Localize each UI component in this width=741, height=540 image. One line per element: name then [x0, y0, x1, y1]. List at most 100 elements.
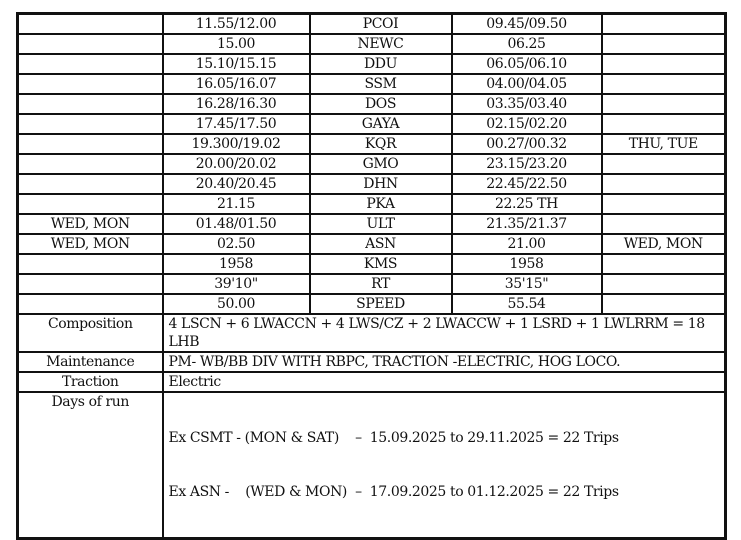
days-right-cell [600, 73, 727, 95]
days-left-cell [16, 113, 164, 135]
time-right-cell: 22.45/22.50 [450, 173, 603, 195]
time-right-cell: 04.00/04.05 [450, 73, 603, 95]
time-right-cell: 02.15/02.20 [450, 113, 603, 135]
station-cell: PKA [308, 193, 453, 215]
days-left-cell [16, 193, 164, 215]
station-cell: RT [308, 273, 453, 295]
days-of-run-line-1: Ex CSMT - (MON & SAT) – 15.09.2025 to 29… [168, 430, 620, 446]
info-body: Composition 4 LSCN + 6 LWACCN + 4 LWS/CZ… [16, 313, 727, 540]
station-cell: KQR [308, 133, 453, 155]
days-left-cell [16, 173, 164, 195]
days-right-cell [600, 12, 727, 35]
time-right-cell: 06.25 [450, 33, 603, 55]
schedule-row: 16.28/16.30 DOS 03.35/03.40 [16, 93, 727, 115]
time-left-cell: 19.300/19.02 [161, 133, 311, 155]
schedule-row: 39'10" RT 35'15" [16, 273, 727, 295]
days-left-cell: WED, MON [16, 213, 164, 235]
station-cell: DDU [308, 53, 453, 75]
time-right-cell: 21.35/21.37 [450, 213, 603, 235]
days-right-cell: THU, TUE [600, 133, 727, 155]
days-right-cell [600, 113, 727, 135]
traction-label: Traction [16, 371, 164, 393]
time-left-cell: 17.45/17.50 [161, 113, 311, 135]
time-right-cell: 03.35/03.40 [450, 93, 603, 115]
schedule-row: 16.05/16.07 SSM 04.00/04.05 [16, 73, 727, 95]
time-right-cell: 21.00 [450, 233, 603, 255]
time-left-cell: 01.48/01.50 [161, 213, 311, 235]
time-right-cell: 06.05/06.10 [450, 53, 603, 75]
time-left-cell: 20.40/20.45 [161, 173, 311, 195]
schedule-row: WED, MON 02.50 ASN 21.00 WED, MON [16, 233, 727, 255]
days-right-cell [600, 293, 727, 315]
station-cell: GMO [308, 153, 453, 175]
maintenance-value: PM- WB/BB DIV WITH RBPC, TRACTION -ELECT… [161, 351, 727, 373]
time-left-cell: 39'10" [161, 273, 311, 295]
time-left-cell: 16.28/16.30 [161, 93, 311, 115]
schedule-row: 50.00 SPEED 55.54 [16, 293, 727, 315]
days-of-run-row: Days of run Ex CSMT - (MON & SAT) – 15.0… [16, 391, 727, 540]
days-left-cell [16, 133, 164, 155]
days-right-cell [600, 53, 727, 75]
days-left-cell [16, 293, 164, 315]
schedule-row: 20.40/20.45 DHN 22.45/22.50 [16, 173, 727, 195]
maintenance-label: Maintenance [16, 351, 164, 373]
time-right-cell: 00.27/00.32 [450, 133, 603, 155]
schedule-row: 19.300/19.02 KQR 00.27/00.32 THU, TUE [16, 133, 727, 155]
time-right-cell: 55.54 [450, 293, 603, 315]
time-left-cell: 16.05/16.07 [161, 73, 311, 95]
days-right-cell [600, 153, 727, 175]
days-right-cell [600, 173, 727, 195]
maintenance-row: Maintenance PM- WB/BB DIV WITH RBPC, TRA… [16, 351, 727, 373]
days-right-cell [600, 33, 727, 55]
days-right-cell [600, 213, 727, 235]
time-left-cell: 11.55/12.00 [161, 12, 311, 35]
days-left-cell [16, 12, 164, 35]
time-right-cell: 23.15/23.20 [450, 153, 603, 175]
composition-label: Composition [16, 313, 164, 353]
days-left-cell [16, 253, 164, 275]
traction-value: Electric [161, 371, 727, 393]
station-cell: SPEED [308, 293, 453, 315]
schedule-row: 15.00 NEWC 06.25 [16, 33, 727, 55]
station-cell: NEWC [308, 33, 453, 55]
days-left-cell [16, 93, 164, 115]
traction-row: Traction Electric [16, 371, 727, 393]
time-left-cell: 15.10/15.15 [161, 53, 311, 75]
station-cell: GAYA [308, 113, 453, 135]
days-left-cell [16, 273, 164, 295]
schedule-row: 17.45/17.50 GAYA 02.15/02.20 [16, 113, 727, 135]
time-left-cell: 15.00 [161, 33, 311, 55]
time-right-cell: 09.45/09.50 [450, 12, 603, 35]
schedule-row: 21.15 PKA 22.25 TH [16, 193, 727, 215]
days-of-run-label: Days of run [16, 391, 164, 540]
schedule-row: 20.00/20.02 GMO 23.15/23.20 [16, 153, 727, 175]
days-of-run-value: Ex CSMT - (MON & SAT) – 15.09.2025 to 29… [161, 391, 727, 540]
station-cell: DOS [308, 93, 453, 115]
time-right-cell: 22.25 TH [450, 193, 603, 215]
schedule-row: 11.55/12.00 PCOI 09.45/09.50 [16, 12, 727, 35]
days-left-cell [16, 33, 164, 55]
composition-row: Composition 4 LSCN + 6 LWACCN + 4 LWS/CZ… [16, 313, 727, 353]
station-cell: KMS [308, 253, 453, 275]
time-left-cell: 1958 [161, 253, 311, 275]
days-left-cell [16, 153, 164, 175]
schedule-row: WED, MON 01.48/01.50 ULT 21.35/21.37 [16, 213, 727, 235]
time-left-cell: 02.50 [161, 233, 311, 255]
days-right-cell [600, 193, 727, 215]
composition-value: 4 LSCN + 6 LWACCN + 4 LWS/CZ + 2 LWACCW … [161, 313, 727, 353]
time-right-cell: 35'15" [450, 273, 603, 295]
time-left-cell: 50.00 [161, 293, 311, 315]
station-cell: SSM [308, 73, 453, 95]
days-right-cell [600, 253, 727, 275]
days-right-cell: WED, MON [600, 233, 727, 255]
days-left-cell [16, 53, 164, 75]
time-right-cell: 1958 [450, 253, 603, 275]
station-cell: ASN [308, 233, 453, 255]
days-right-cell [600, 93, 727, 115]
station-cell: DHN [308, 173, 453, 195]
schedule-row: 15.10/15.15 DDU 06.05/06.10 [16, 53, 727, 75]
days-left-cell: WED, MON [16, 233, 164, 255]
time-left-cell: 21.15 [161, 193, 311, 215]
schedule-body: 11.55/12.00 PCOI 09.45/09.50 15.00 NEWC 06.25… [16, 12, 727, 315]
schedule-row: 1958 KMS 1958 [16, 253, 727, 275]
